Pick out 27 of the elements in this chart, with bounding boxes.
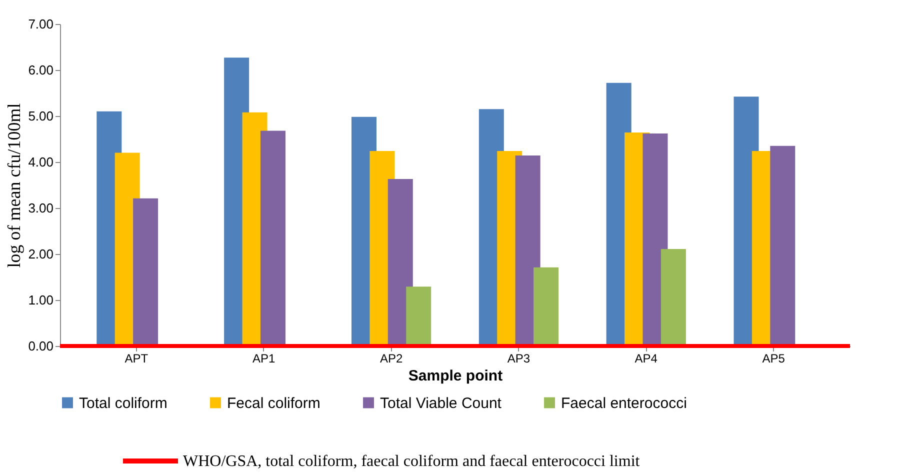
y-tick-label: 7.00 xyxy=(28,16,54,32)
y-tick-label: 6.00 xyxy=(28,62,54,78)
legend-label: Total coliform xyxy=(79,394,168,412)
y-tick-label: 0.00 xyxy=(28,338,54,354)
x-tick-label: AP1 xyxy=(252,352,276,366)
x-tick-label: AP4 xyxy=(634,352,658,366)
x-tick-label: AP3 xyxy=(507,352,530,366)
y-tick-label: 3.00 xyxy=(28,200,54,216)
y-tick-label: 1.00 xyxy=(28,292,54,308)
y-tick-label: 4.00 xyxy=(28,154,54,170)
bar xyxy=(260,130,286,346)
x-axis-title: Sample point xyxy=(408,368,503,384)
legend-label: Fecal coliform xyxy=(227,394,320,412)
x-tick-label: AP5 xyxy=(762,352,786,366)
bar xyxy=(534,267,559,346)
y-tick-label: 2.00 xyxy=(28,246,54,262)
bar xyxy=(133,198,158,346)
legend-label: Total Viable Count xyxy=(380,394,502,412)
bar xyxy=(406,286,432,346)
y-axis-title: log of mean cfu/100ml xyxy=(4,103,24,268)
x-tick-label: AP2 xyxy=(380,352,403,366)
legend-label: Faecal enterococci xyxy=(561,394,687,412)
bar xyxy=(660,248,686,346)
bar xyxy=(770,146,796,346)
y-tick-label: 5.00 xyxy=(28,108,54,124)
legend-label: WHO/GSA, total coliform, faecal coliform and faecal enterococci limit xyxy=(183,453,640,470)
x-tick-label: APT xyxy=(124,352,149,366)
